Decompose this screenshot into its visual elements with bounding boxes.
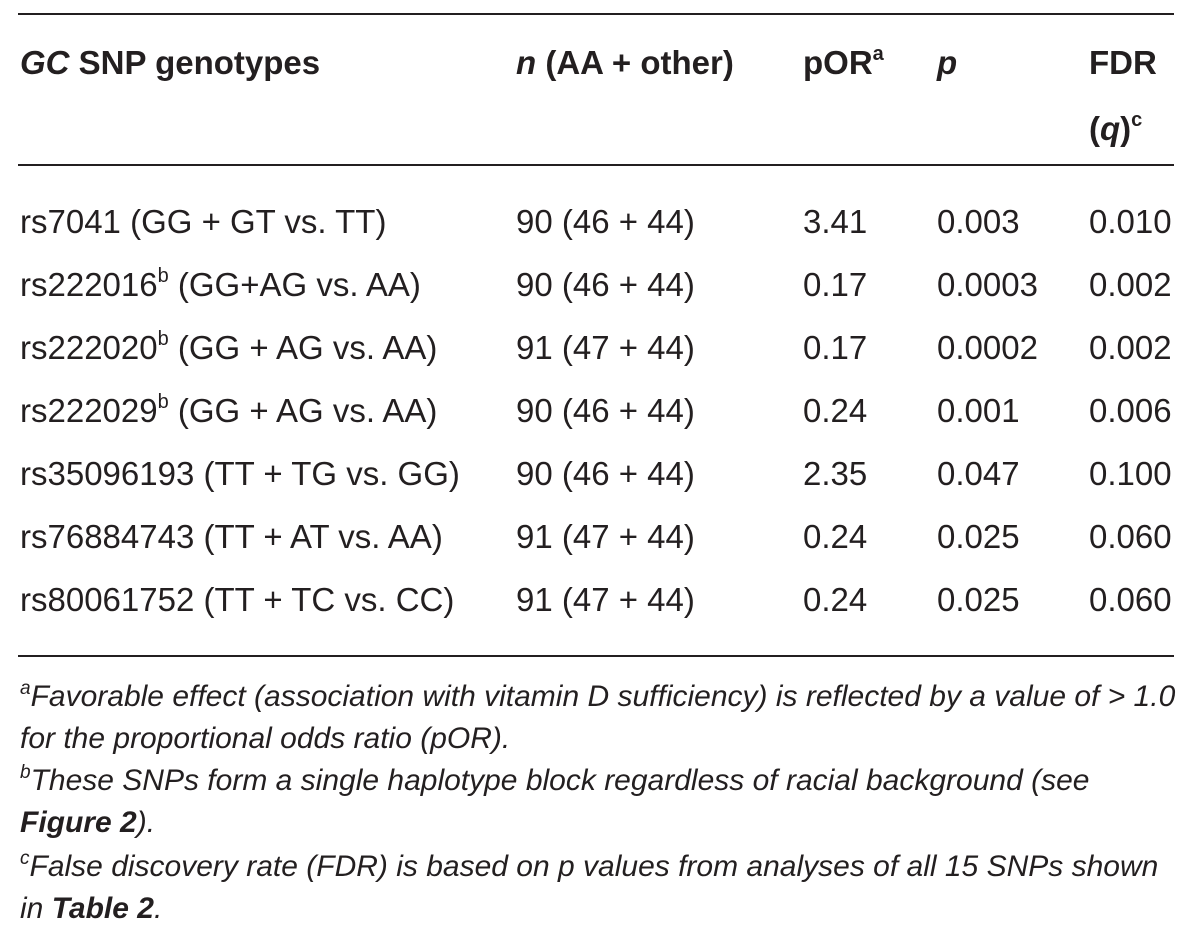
por-cell: 0.17 [803, 266, 868, 303]
n-cell: 90 (46 + 44) [516, 203, 695, 240]
por-cell: 0.24 [803, 518, 868, 555]
snp-cell: rs222016b (GG+AG vs. AA) [20, 265, 421, 303]
p-cell: 0.025 [937, 518, 1020, 555]
footnote-a: aFavorable effect (association with vita… [20, 678, 1176, 755]
fdr-cell: 0.006 [1089, 392, 1172, 429]
n-cell: 90 (46 + 44) [516, 266, 695, 303]
n-cell: 91 (47 + 44) [516, 518, 695, 555]
footnote-c: cFalse discovery rate (FDR) is based on … [20, 848, 1159, 925]
header-por: pORa [803, 43, 884, 81]
snp-cell: rs35096193 (TT + TG vs. GG) [20, 455, 460, 492]
fdr-cell: 0.060 [1089, 581, 1172, 618]
header-rule [18, 164, 1174, 166]
fdr-cell: 0.010 [1089, 203, 1172, 240]
n-cell: 90 (46 + 44) [516, 455, 695, 492]
por-cell: 0.24 [803, 392, 868, 429]
snp-cell: rs76884743 (TT + AT vs. AA) [20, 518, 443, 555]
fdr-cell: 0.002 [1089, 266, 1172, 303]
header-snp-genotypes: GC SNP genotypes [20, 44, 321, 81]
p-cell: 0.003 [937, 203, 1020, 240]
bottom-rule [18, 655, 1174, 657]
p-cell: 0.0002 [937, 329, 1038, 366]
top-rule [18, 13, 1174, 15]
snp-cell: rs222029b (GG + AG vs. AA) [20, 391, 438, 429]
header-n: n (AA + other) [516, 44, 734, 81]
por-cell: 0.24 [803, 581, 868, 618]
n-cell: 91 (47 + 44) [516, 329, 695, 366]
por-cell: 3.41 [803, 203, 868, 240]
p-cell: 0.001 [937, 392, 1020, 429]
n-cell: 90 (46 + 44) [516, 392, 695, 429]
header-p: p [937, 44, 958, 81]
header-fdr: FDR [1089, 44, 1157, 81]
figure-2-link[interactable]: Figure 2 [20, 806, 137, 839]
p-cell: 0.025 [937, 581, 1020, 618]
table-2-link[interactable]: Table 2 [51, 892, 154, 925]
footnote-b: bThese SNPs form a single haplotype bloc… [20, 762, 1090, 839]
snp-cell: rs7041 (GG + GT vs. TT) [20, 203, 387, 240]
por-cell: 0.17 [803, 329, 868, 366]
por-cell: 2.35 [803, 455, 868, 492]
fdr-cell: 0.060 [1089, 518, 1172, 555]
p-cell: 0.0003 [937, 266, 1038, 303]
n-cell: 91 (47 + 44) [516, 581, 695, 618]
header-fdr-q: (q)c [1089, 109, 1143, 147]
snp-cell: rs80061752 (TT + TC vs. CC) [20, 581, 455, 618]
fdr-cell: 0.100 [1089, 455, 1172, 492]
fdr-cell: 0.002 [1089, 329, 1172, 366]
p-cell: 0.047 [937, 455, 1020, 492]
snp-cell: rs222020b (GG + AG vs. AA) [20, 328, 438, 366]
